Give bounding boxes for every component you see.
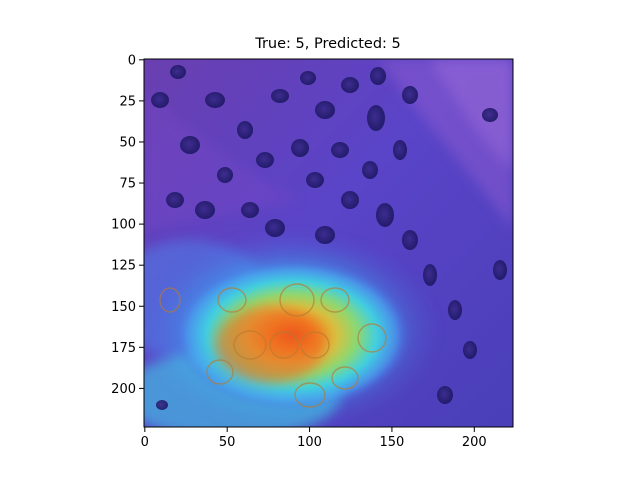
y-tick-label: 75 [119,177,136,192]
x-tick-label: 150 [380,435,405,450]
y-tick-label: 0 [128,53,136,68]
x-tick-label: 100 [297,435,322,450]
y-axis: 0 25 50 75 100 125 150 175 200 [111,53,144,397]
histology-heatmap-image [144,59,513,427]
y-tick-label: 50 [119,135,136,150]
x-axis: 0 50 100 150 200 [141,427,487,450]
y-tick-label: 125 [111,259,136,274]
x-tick-label: 50 [219,435,236,450]
y-tick-label: 150 [111,300,136,315]
y-tick-label: 100 [111,218,136,233]
figure-title: True: 5, Predicted: 5 [254,36,401,52]
y-tick-label: 175 [111,341,136,356]
y-tick-label: 200 [111,382,136,397]
tumor-cell-cluster [159,283,387,408]
y-tick-label: 25 [119,94,136,109]
axes-frame [143,58,514,428]
x-tick-label: 200 [462,435,487,450]
cell-nuclei [151,65,507,410]
x-tick-label: 0 [141,435,149,450]
